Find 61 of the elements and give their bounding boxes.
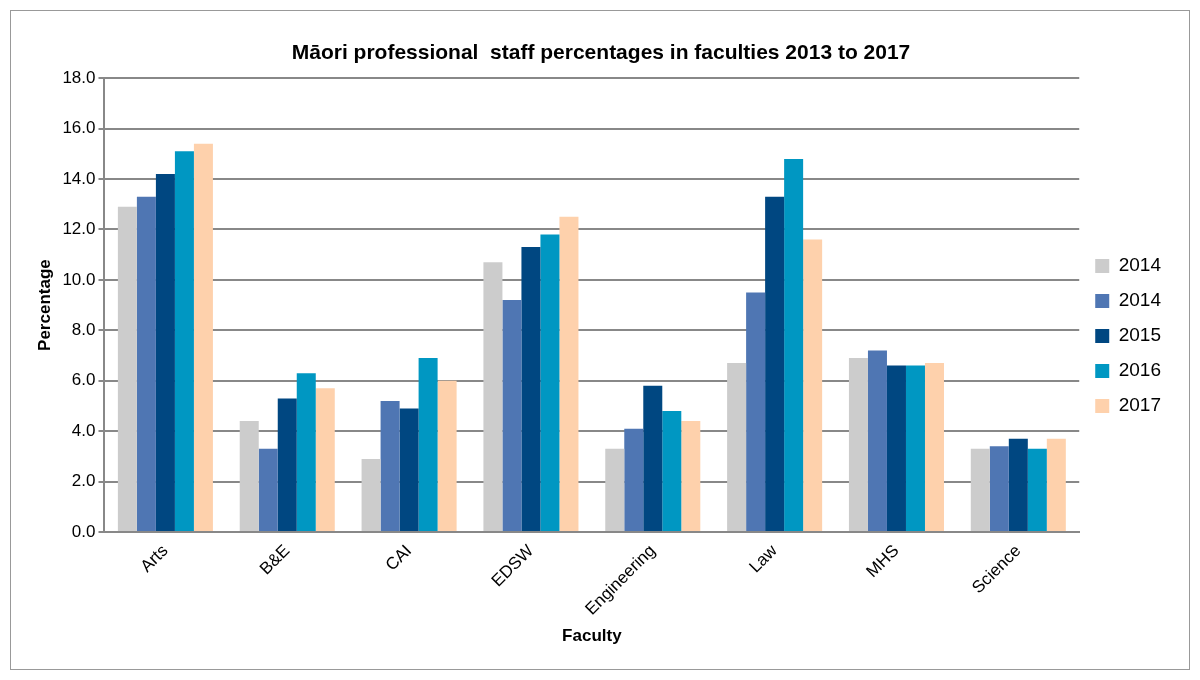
bar [296,373,316,532]
bar [502,300,522,532]
legend-label: 2017 [1118,394,1162,416]
bar [989,446,1009,532]
bar [155,174,175,532]
bar [1008,438,1028,532]
bar [193,143,213,532]
x-axis-title: Faculty [562,626,623,646]
y-tick-label: 2.0 [71,471,96,491]
bar [848,358,868,532]
bar [886,365,906,532]
bar [315,388,335,532]
y-tick-label: 12.0 [62,219,96,239]
bar [540,234,560,532]
bar [662,411,682,532]
bar [483,262,503,532]
bar [559,216,579,532]
bar [681,421,701,532]
y-tick-label: 8.0 [71,320,96,340]
legend-label: 2014 [1118,254,1162,276]
y-tick-label: 6.0 [71,370,96,390]
bar [380,400,400,532]
bar [258,448,278,532]
y-tick-label: 0.0 [71,521,96,541]
bar [605,448,625,532]
bar [521,247,541,532]
y-tick-label: 14.0 [62,168,96,188]
legend-label: 2015 [1118,324,1162,346]
bar [174,151,194,532]
bar [970,448,990,532]
y-tick-label: 4.0 [71,420,96,440]
bar [746,292,766,532]
bar [924,363,944,532]
bar [418,358,438,532]
bar [239,421,259,532]
bar [727,363,747,532]
bar [437,380,457,532]
bar [1027,448,1047,532]
x-tick-label: CAI [381,540,416,575]
bar [643,385,663,532]
bar [624,428,644,532]
bar [803,239,823,532]
legend-label: 2014 [1118,289,1162,311]
bar [784,158,804,532]
y-tick-label: 18.0 [62,67,96,87]
chart-title: Māori professional staff percentages in faculties 2013 to 2017 [291,40,911,64]
bar [1046,438,1066,532]
x-tick-label: Arts [136,540,172,576]
bar [117,206,137,532]
y-tick-label: 10.0 [62,269,96,289]
bar [277,398,297,532]
bar [765,196,785,532]
y-tick-label: 16.0 [62,118,96,138]
legend-label: 2016 [1118,359,1162,381]
bar [399,408,419,532]
x-tick-label: Law [745,540,782,577]
bar [905,365,925,532]
bar [136,196,156,532]
bar [361,458,381,532]
y-axis-title: Percentage [34,259,54,351]
bar [867,350,887,532]
